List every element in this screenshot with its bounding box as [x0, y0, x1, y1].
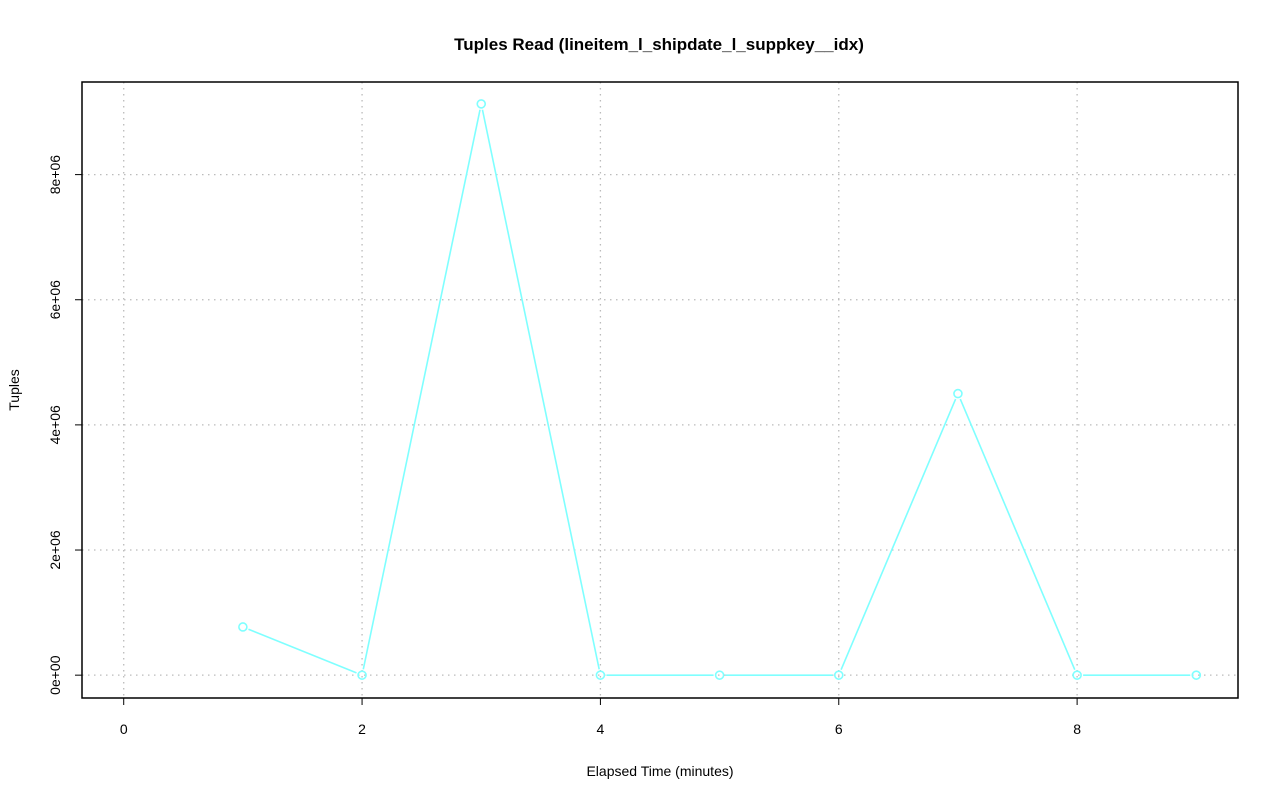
- data-point: [238, 622, 248, 632]
- axes: 0 2 4 6 8 0e+00 2e+06 4e+06 6e+06 8e+06: [47, 155, 1081, 737]
- series-line-segment: [362, 109, 481, 670]
- x-axis-label: Elapsed Time (minutes): [586, 763, 733, 779]
- data-point: [476, 99, 487, 109]
- data-point: [1191, 670, 1202, 680]
- y-axis-label: Tuples: [6, 369, 22, 411]
- data-point: [595, 670, 606, 680]
- data-point: [833, 670, 844, 680]
- y-tick-label: 8e+06: [47, 155, 63, 195]
- y-tick-label: 0e+00: [47, 655, 63, 695]
- plot-frame: [81, 81, 1239, 699]
- series-line-segment: [481, 109, 600, 670]
- data-point: [714, 670, 725, 680]
- data-point: [953, 388, 963, 399]
- y-tick-label: 2e+06: [47, 530, 63, 570]
- series: [238, 99, 1202, 680]
- chart-title: Tuples Read (lineitem_l_shipdate_l_suppk…: [454, 35, 864, 54]
- x-tick-label: 4: [597, 721, 605, 737]
- grid: [82, 82, 1238, 698]
- x-tick-label: 0: [120, 721, 128, 737]
- x-tick-label: 2: [358, 721, 366, 737]
- x-tick-label: 8: [1073, 721, 1081, 737]
- series-line-segment: [248, 628, 357, 674]
- x-tick-label: 6: [835, 721, 843, 737]
- data-point: [1072, 670, 1082, 680]
- series-line-segment: [840, 398, 957, 670]
- series-line-segment: [959, 398, 1076, 670]
- data-point: [357, 670, 367, 680]
- y-tick-label: 6e+06: [47, 280, 63, 320]
- y-tick-label: 4e+06: [47, 405, 63, 445]
